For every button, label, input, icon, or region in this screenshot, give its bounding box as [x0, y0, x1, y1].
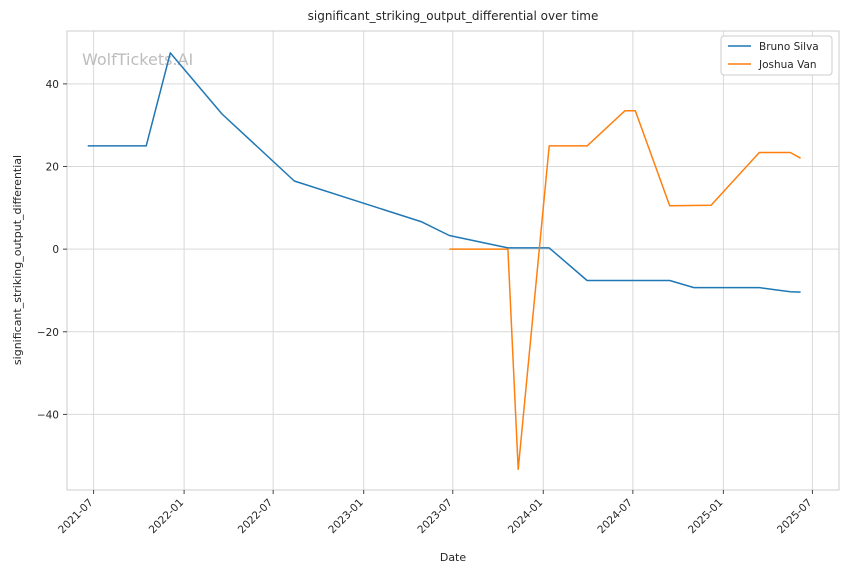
legend-label: Bruno Silva — [759, 41, 819, 53]
legend-label: Joshua Van — [758, 59, 817, 71]
y-tick-label: 20 — [46, 162, 59, 174]
chart-title: significant_striking_output_differential… — [308, 9, 599, 23]
x-axis-ticks: 2021-07 2022-01 2022-07 2023-01 2023-07 2024-… — [56, 490, 815, 537]
x-tick-label: 2022-07 — [236, 497, 276, 537]
watermark: WolfTickets.AI — [82, 50, 193, 69]
x-tick-label: 2025-01 — [686, 497, 726, 537]
y-tick-label: −40 — [37, 409, 59, 421]
x-tick-label: 2021-07 — [56, 497, 96, 537]
x-axis-label: Date — [440, 551, 467, 564]
series-line-joshua-van — [449, 109, 801, 471]
series-line-bruno-silva — [87, 52, 801, 293]
y-axis-ticks: 40 20 0 −20 −40 — [37, 79, 67, 421]
x-tick-label: 2024-01 — [506, 497, 546, 537]
y-tick-label: −20 — [37, 327, 59, 339]
x-tick-label: 2023-07 — [415, 497, 455, 537]
y-tick-label: 0 — [52, 244, 59, 256]
y-tick-label: 40 — [46, 79, 59, 91]
grid-lines — [67, 31, 839, 490]
x-tick-label: 2022-01 — [147, 497, 187, 537]
legend: Bruno Silva Joshua Van — [720, 35, 833, 76]
x-tick-label: 2025-07 — [775, 497, 815, 537]
x-tick-label: 2024-07 — [595, 497, 635, 537]
series-lines — [87, 52, 801, 471]
x-tick-label: 2023-01 — [326, 497, 366, 537]
y-axis-label: significant_striking_output_differential — [11, 155, 24, 365]
